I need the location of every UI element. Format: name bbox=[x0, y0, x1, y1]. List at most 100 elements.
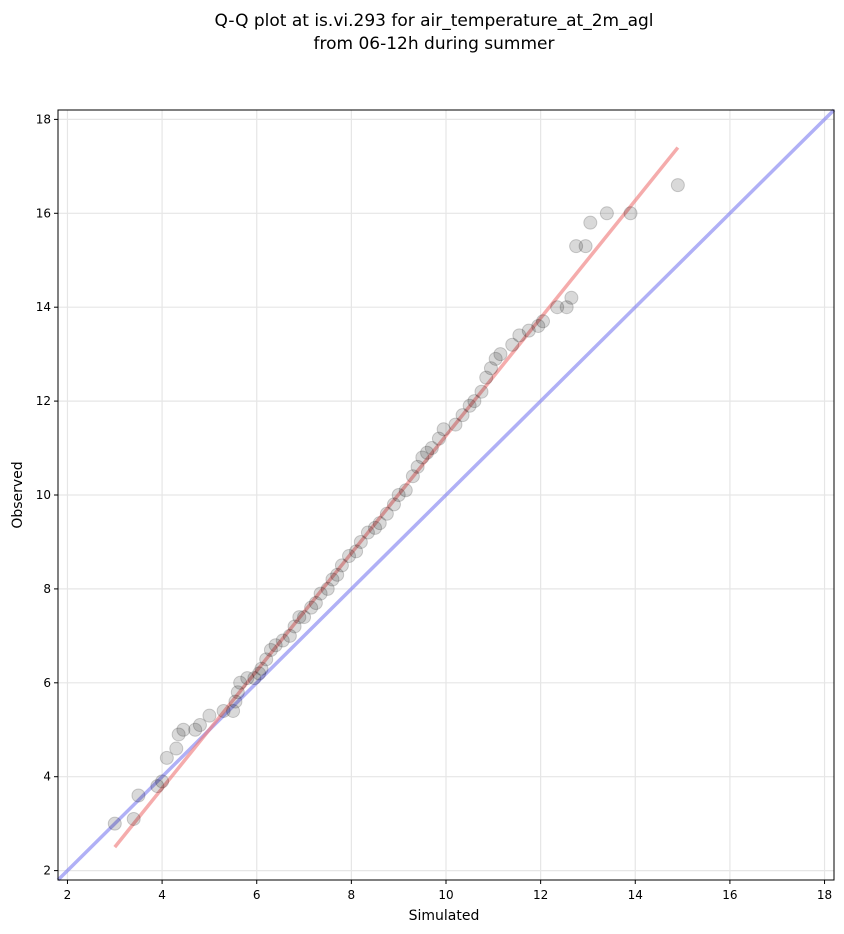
data-point bbox=[512, 328, 527, 343]
data-point bbox=[159, 750, 174, 765]
x-tick-label: 6 bbox=[253, 888, 261, 902]
data-point bbox=[252, 666, 267, 681]
chart-subtitle: from 06-12h during summer bbox=[314, 34, 555, 54]
y-tick-label: 12 bbox=[36, 394, 51, 408]
data-point bbox=[330, 567, 345, 582]
data-point bbox=[505, 337, 520, 352]
data-point bbox=[536, 314, 550, 329]
data-point bbox=[292, 610, 307, 625]
data-point bbox=[216, 703, 231, 718]
y-axis-label: Observed bbox=[10, 461, 26, 528]
data-point bbox=[578, 239, 593, 254]
identity-line bbox=[56, 108, 836, 882]
data-point bbox=[228, 694, 243, 709]
data-point bbox=[550, 300, 565, 315]
x-tick-label: 10 bbox=[438, 888, 453, 902]
data-point bbox=[455, 408, 470, 423]
data-point bbox=[150, 779, 165, 794]
data-point bbox=[259, 652, 274, 667]
y-tick-label: 4 bbox=[43, 770, 51, 784]
x-tick-label: 16 bbox=[722, 888, 737, 902]
data-point bbox=[483, 361, 498, 376]
data-point bbox=[334, 558, 349, 573]
x-tick-label: 12 bbox=[533, 888, 548, 902]
y-axis-ticks: 2 4 6 8 10 12 14 16 18 bbox=[36, 112, 58, 878]
data-point bbox=[176, 722, 191, 737]
data-points bbox=[107, 178, 685, 831]
data-point bbox=[254, 661, 269, 676]
data-point bbox=[424, 441, 439, 456]
data-point bbox=[230, 685, 245, 700]
data-point bbox=[564, 290, 579, 305]
data-point bbox=[313, 586, 328, 601]
data-point bbox=[410, 459, 425, 474]
data-point bbox=[670, 178, 685, 193]
chart-title: Q-Q plot at is.vi.293 for air_temperatur… bbox=[214, 11, 653, 31]
data-point bbox=[372, 516, 387, 531]
data-point bbox=[247, 671, 262, 686]
data-point bbox=[325, 572, 340, 587]
fit-line bbox=[113, 146, 680, 849]
x-tick-label: 8 bbox=[348, 888, 356, 902]
data-point bbox=[488, 351, 503, 366]
data-point bbox=[623, 206, 638, 221]
data-point bbox=[493, 347, 508, 362]
data-point bbox=[107, 816, 122, 831]
data-point bbox=[353, 534, 368, 549]
data-point bbox=[569, 239, 584, 254]
x-tick-label: 4 bbox=[158, 888, 166, 902]
data-point bbox=[360, 525, 375, 540]
data-point bbox=[155, 774, 170, 789]
data-point bbox=[126, 811, 141, 826]
data-point bbox=[405, 469, 420, 484]
data-point bbox=[263, 642, 278, 657]
data-point bbox=[436, 422, 451, 437]
data-point bbox=[202, 708, 217, 723]
data-point bbox=[233, 675, 248, 690]
data-point bbox=[559, 300, 574, 315]
data-point bbox=[268, 638, 283, 653]
x-axis-label: Simulated bbox=[409, 908, 480, 924]
data-point bbox=[304, 600, 319, 615]
data-point bbox=[275, 633, 290, 648]
data-point bbox=[386, 497, 401, 512]
data-point bbox=[287, 619, 302, 634]
data-point bbox=[531, 318, 546, 333]
data-point bbox=[379, 506, 394, 521]
data-point bbox=[192, 718, 207, 733]
data-point bbox=[415, 450, 430, 465]
data-point bbox=[320, 581, 335, 596]
data-point bbox=[462, 398, 477, 413]
y-tick-label: 14 bbox=[36, 300, 51, 314]
data-point bbox=[420, 445, 435, 460]
data-point bbox=[226, 703, 241, 718]
y-tick-label: 18 bbox=[36, 112, 51, 126]
data-point bbox=[131, 788, 146, 803]
data-point bbox=[297, 610, 312, 625]
data-point bbox=[599, 206, 614, 221]
y-tick-label: 16 bbox=[36, 206, 51, 220]
data-point bbox=[308, 595, 323, 610]
data-point bbox=[282, 628, 297, 643]
data-point bbox=[349, 544, 364, 559]
data-point bbox=[431, 431, 446, 446]
data-point bbox=[467, 394, 482, 409]
data-point bbox=[474, 384, 489, 399]
data-point bbox=[188, 722, 203, 737]
x-tick-label: 18 bbox=[817, 888, 832, 902]
y-tick-label: 10 bbox=[36, 488, 51, 502]
data-point bbox=[171, 727, 186, 742]
data-point bbox=[521, 323, 536, 338]
data-point bbox=[398, 483, 413, 498]
data-point bbox=[391, 488, 406, 502]
data-point bbox=[368, 520, 383, 535]
reference-lines bbox=[56, 108, 836, 882]
data-point bbox=[448, 417, 463, 432]
data-point bbox=[240, 671, 255, 686]
data-point bbox=[479, 370, 494, 385]
x-axis-ticks: 2 4 6 8 10 12 14 16 18 bbox=[64, 880, 832, 902]
data-point bbox=[169, 741, 184, 756]
y-tick-label: 2 bbox=[43, 864, 51, 878]
y-tick-label: 6 bbox=[43, 676, 51, 690]
